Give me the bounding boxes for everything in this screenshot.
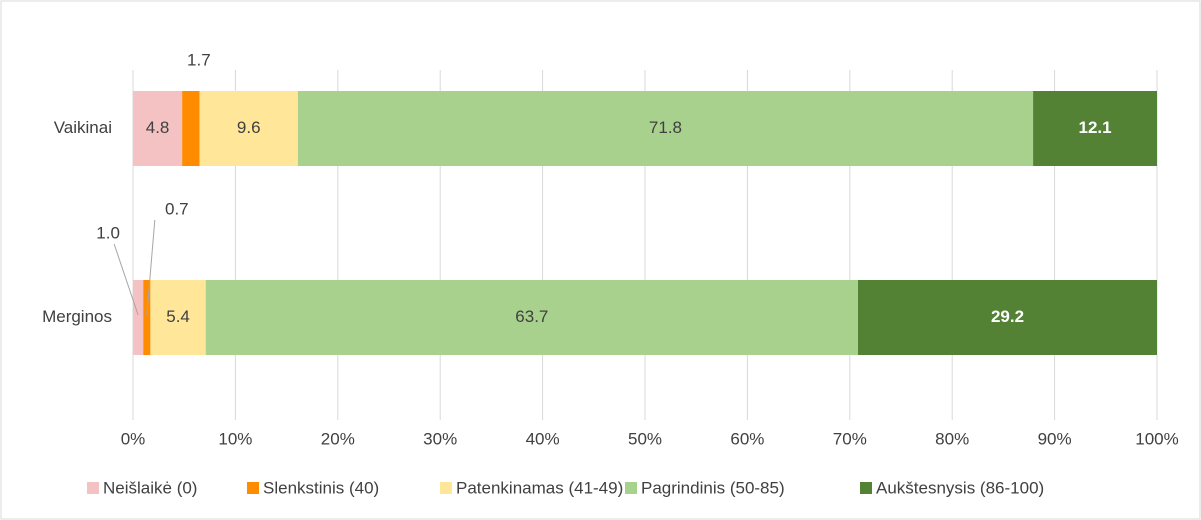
bar-segment <box>857 280 1157 355</box>
data-label: 1.0 <box>96 223 120 242</box>
x-tick-label: 10% <box>218 429 252 448</box>
data-label: 63.7 <box>515 307 548 326</box>
legend-swatch <box>625 482 637 494</box>
bar-segment <box>297 91 1034 166</box>
bar-segment <box>143 280 151 355</box>
x-tick-label: 0% <box>121 429 146 448</box>
y-tick-label: Merginos <box>42 307 112 326</box>
data-label: 29.2 <box>991 307 1024 326</box>
legend-swatch <box>440 482 452 494</box>
x-tick-label: 80% <box>935 429 969 448</box>
legend-label: Aukštesnysis (86-100) <box>876 478 1044 497</box>
legend-label: Slenkstinis (40) <box>263 478 379 497</box>
legend-swatch <box>860 482 872 494</box>
bar-segment <box>133 91 183 166</box>
data-label: 4.8 <box>146 118 170 137</box>
x-tick-label: 30% <box>423 429 457 448</box>
bar-segment <box>182 91 200 166</box>
bar-segment <box>1033 91 1157 166</box>
x-tick-label: 50% <box>628 429 662 448</box>
leader-line <box>146 219 156 316</box>
data-label: 0.7 <box>165 199 189 218</box>
x-tick-label: 20% <box>321 429 355 448</box>
legend-swatch <box>247 482 259 494</box>
legend-label: Neišlaikė (0) <box>103 478 197 497</box>
x-tick-label: 40% <box>526 429 560 448</box>
bar-segment <box>133 280 144 355</box>
data-label: 5.4 <box>166 307 190 326</box>
x-tick-label: 60% <box>730 429 764 448</box>
x-tick-label: 90% <box>1038 429 1072 448</box>
legend-label: Patenkinamas (41-49) <box>456 478 623 497</box>
data-label: 1.7 <box>187 50 211 69</box>
bar-segment <box>150 280 206 355</box>
y-tick-label: Vaikinai <box>54 118 112 137</box>
data-label: 12.1 <box>1079 118 1112 137</box>
legend-label: Pagrindinis (50-85) <box>641 478 785 497</box>
bar-segment <box>199 91 298 166</box>
data-label: 9.6 <box>237 118 261 137</box>
x-tick-label: 70% <box>833 429 867 448</box>
data-label: 71.8 <box>649 118 682 137</box>
legend-swatch <box>87 482 99 494</box>
leader-line <box>113 243 139 316</box>
x-tick-label: 100% <box>1135 429 1178 448</box>
bar-segment <box>205 280 858 355</box>
